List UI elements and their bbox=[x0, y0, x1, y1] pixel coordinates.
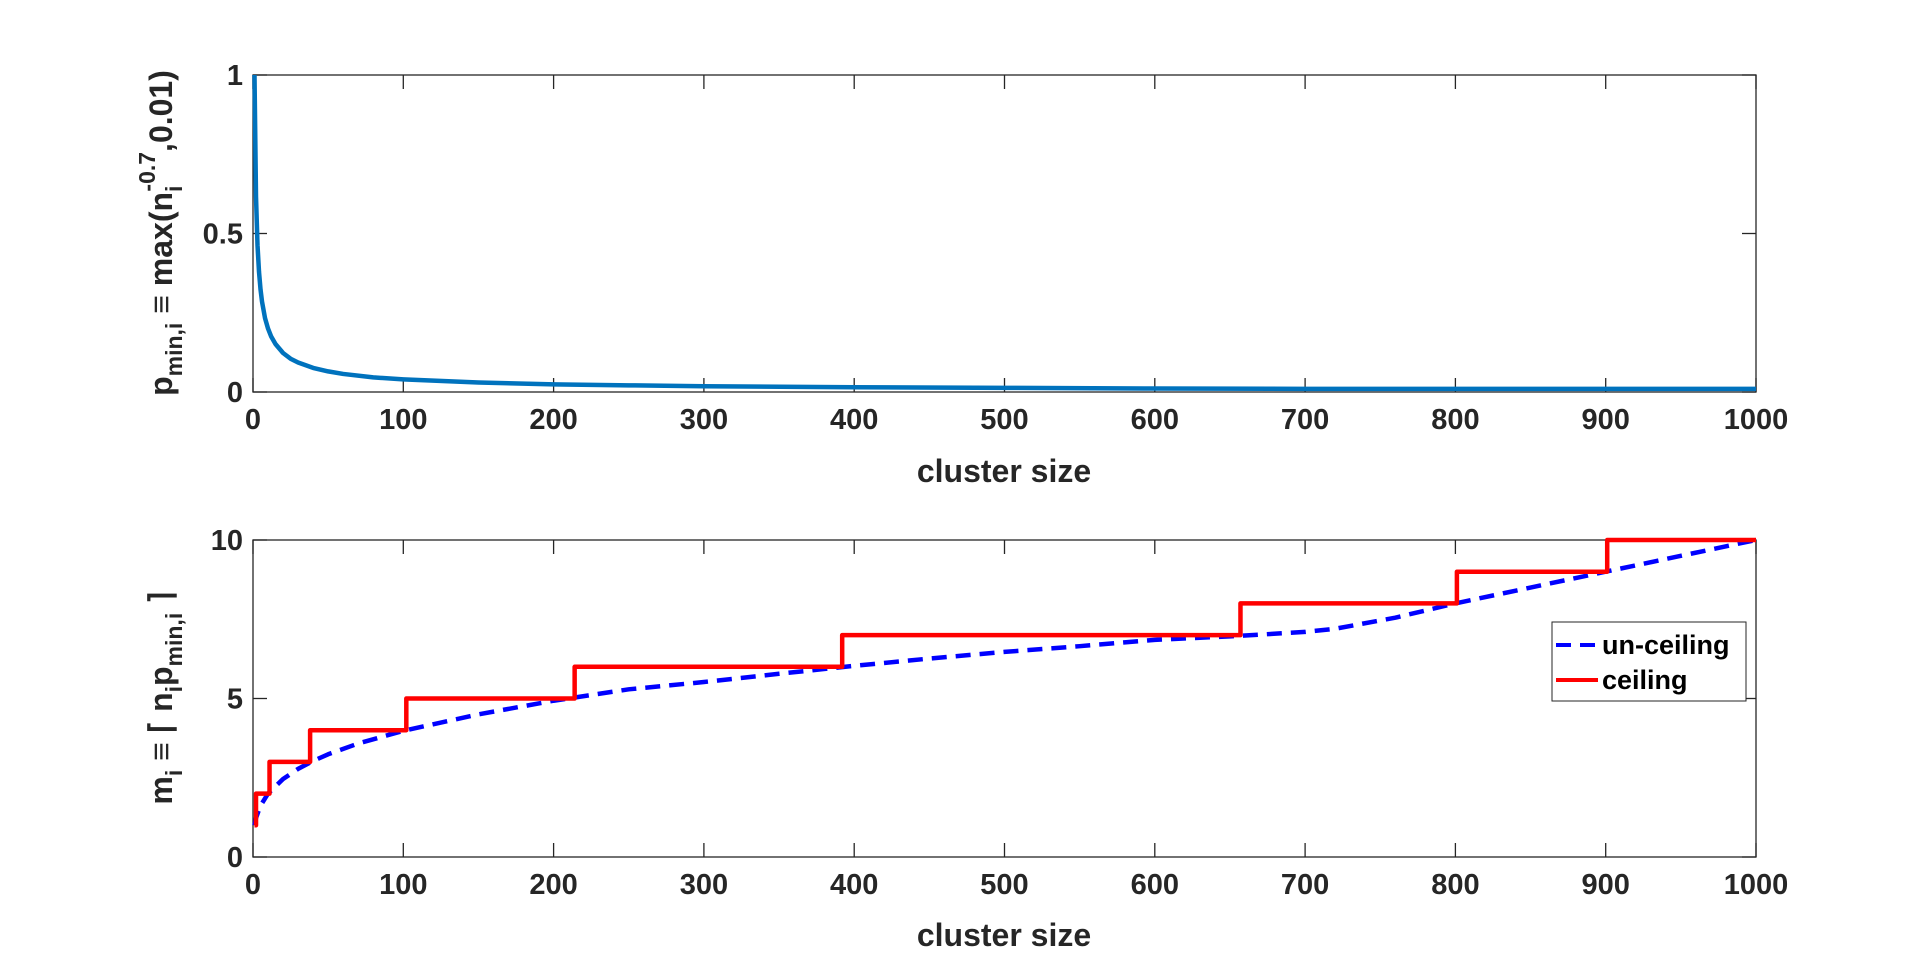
legend-label-ceiling: ceiling bbox=[1602, 665, 1688, 695]
bottom-series-line-un-ceiling bbox=[252, 537, 1757, 826]
y-tick-label: 0 bbox=[227, 377, 243, 409]
x-tick-label: 1000 bbox=[1724, 869, 1789, 901]
x-tick-label: 100 bbox=[379, 404, 427, 436]
top-series-group bbox=[252, 74, 1756, 392]
y-tick-label: 1 bbox=[227, 60, 243, 92]
x-tick-label: 200 bbox=[529, 869, 577, 901]
x-tick-label: 800 bbox=[1431, 404, 1479, 436]
y-tick-label: 0 bbox=[227, 842, 243, 874]
x-tick-label: 400 bbox=[830, 869, 878, 901]
x-tick-label: 300 bbox=[680, 869, 728, 901]
bottom-chart: 0 100 200 300 400 500 600 700 800 900 1000 0 5 10 cl… bbox=[143, 525, 1788, 953]
y-tick-label: 5 bbox=[227, 684, 243, 716]
legend: un-ceiling ceiling bbox=[1551, 621, 1747, 702]
top-series-line-0 bbox=[252, 74, 1756, 392]
x-tick-label: 400 bbox=[830, 404, 878, 436]
x-tick-label: 100 bbox=[379, 869, 427, 901]
x-tick-label: 0 bbox=[245, 404, 261, 436]
bottom-y-axis-label: mi ≡ ⌈ nipmin,i ⌉ bbox=[143, 591, 187, 804]
y-tick-label: 10 bbox=[211, 525, 243, 557]
top-x-tick-labels: 0 100 200 300 400 500 600 700 800 900 1000 bbox=[245, 404, 1788, 436]
x-tick-label: 600 bbox=[1131, 869, 1179, 901]
y-tick-label: 0.5 bbox=[203, 219, 243, 251]
x-tick-label: 0 bbox=[245, 869, 261, 901]
x-tick-label: 900 bbox=[1582, 404, 1630, 436]
x-tick-label: 800 bbox=[1431, 869, 1479, 901]
top-plot-area bbox=[252, 74, 1757, 393]
x-tick-label: 700 bbox=[1281, 404, 1329, 436]
x-tick-label: 300 bbox=[680, 404, 728, 436]
bottom-series-line-ceiling bbox=[253, 537, 1756, 828]
x-tick-label: 900 bbox=[1582, 869, 1630, 901]
x-tick-label: 200 bbox=[529, 404, 577, 436]
x-tick-label: 600 bbox=[1131, 404, 1179, 436]
top-chart: 0 100 200 300 400 500 600 700 800 900 1000 00.51 c… bbox=[134, 60, 1788, 489]
bottom-series-group bbox=[252, 537, 1757, 828]
legend-box bbox=[1551, 621, 1747, 702]
top-ticks bbox=[252, 74, 1757, 393]
top-x-axis-label: cluster size bbox=[917, 453, 1091, 489]
x-tick-label: 1000 bbox=[1724, 404, 1789, 436]
x-tick-label: 700 bbox=[1281, 869, 1329, 901]
x-tick-label: 500 bbox=[980, 869, 1028, 901]
bottom-x-tick-labels: 0 100 200 300 400 500 600 700 800 900 1000 bbox=[245, 869, 1788, 901]
top-y-axis-label: pmin,i ≡ max(ni-0.7,0.01) bbox=[134, 70, 187, 396]
legend-label-un-ceiling: un-ceiling bbox=[1602, 630, 1730, 660]
bottom-y-tick-labels: 0 5 10 bbox=[211, 525, 243, 874]
bottom-x-axis-label: cluster size bbox=[917, 917, 1091, 953]
x-tick-label: 500 bbox=[980, 404, 1028, 436]
top-y-tick-labels: 00.51 bbox=[203, 60, 243, 409]
